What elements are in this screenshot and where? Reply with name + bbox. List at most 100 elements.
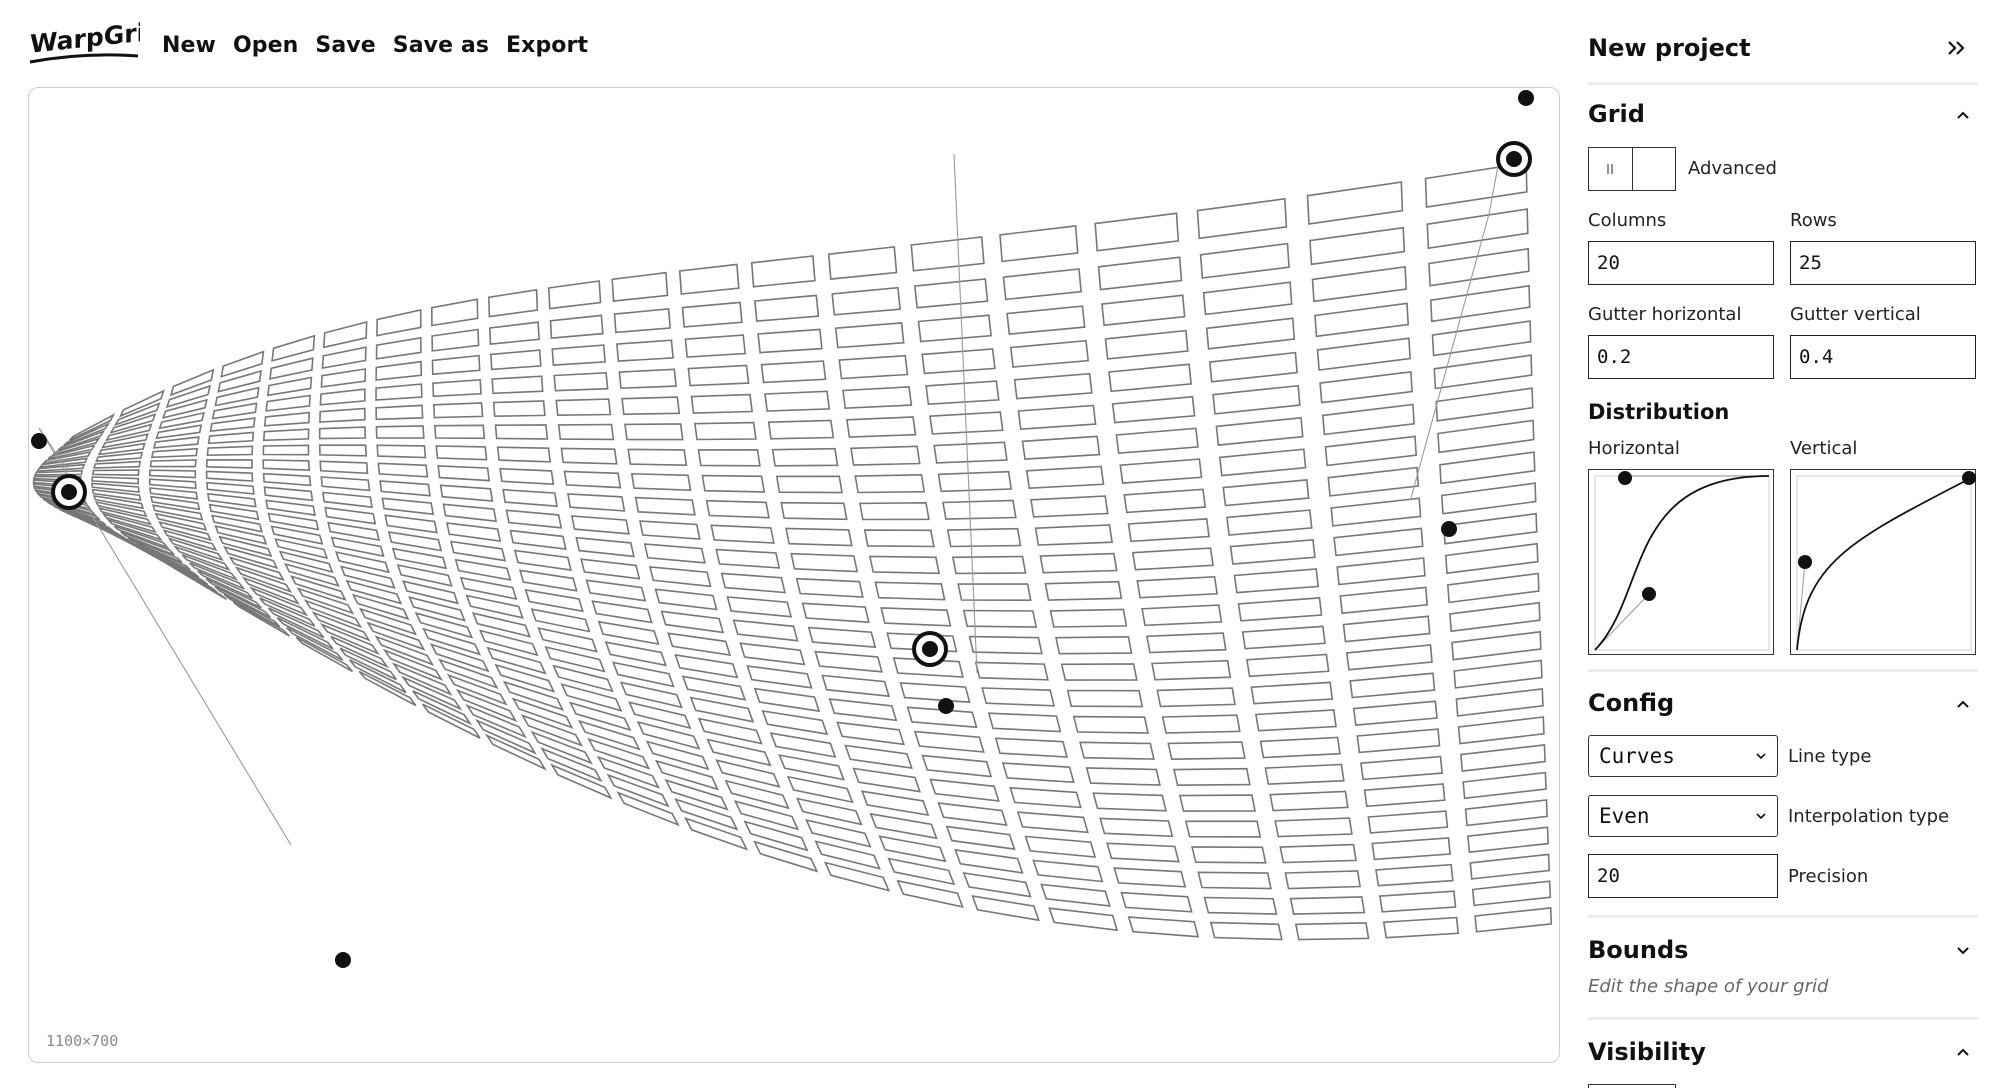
menu-new[interactable]: New [162,32,216,58]
grid-cell [624,423,684,441]
grid-cell [324,506,377,525]
gutter-horizontal-input[interactable] [1588,335,1774,379]
grid-cell [165,384,212,409]
grid-canvas[interactable]: 1100×700 [28,87,1560,1063]
grid-section-title: Grid [1588,100,1645,128]
grid-cell [375,425,425,439]
grid-cell [57,429,106,451]
menu-save[interactable]: Save [315,32,376,58]
control-point[interactable] [1441,521,1457,537]
gutter-vertical-input[interactable] [1790,335,1976,379]
horizontal-distribution-label: Horizontal [1588,438,1680,459]
grid-cell [551,344,606,366]
menu-open[interactable]: Open [232,32,299,58]
grid-cell [1474,907,1553,933]
grid-cell [1024,835,1097,858]
grid-cell [1085,767,1161,786]
grid-cell [391,547,448,570]
advanced-toggle[interactable] [1588,147,1676,191]
grid-cell [697,448,761,467]
grid-cell [962,872,1032,898]
menu-save-as[interactable]: Save as [392,32,490,58]
grid-cell [276,617,334,650]
control-point[interactable] [31,433,47,449]
grid-cell [575,536,635,558]
rows-input[interactable] [1790,241,1976,285]
grid-cell [910,236,985,272]
interpolation-type-select[interactable]: Even [1588,795,1778,837]
grid-cell [1196,197,1288,240]
grid-cell [1233,568,1320,594]
grid-cell [567,493,626,512]
grid-cell [158,411,205,430]
grid-cell [33,469,84,476]
grid-cell [518,569,578,592]
visibility-toggle[interactable] [1588,1084,1676,1088]
line-type-label: Line type [1788,746,1872,767]
grid-cell [537,627,598,653]
grid-cell [205,578,262,609]
grid-cell [1013,372,1093,400]
line-type-select[interactable]: Curves [1588,735,1778,777]
grid-cell [807,626,877,648]
grid-cell [1039,552,1118,574]
precision-input[interactable] [1588,854,1778,898]
grid-cell [1226,509,1313,536]
control-point[interactable] [1518,90,1534,106]
grid-cell [636,720,701,750]
control-point[interactable] [938,698,954,714]
grid-cell [945,825,1016,851]
grid-cell [1330,497,1422,527]
grid-cell [946,527,1022,548]
grid-cell [1079,741,1155,760]
grid-cell [838,354,909,380]
grid-cell [321,346,367,369]
chevron-up-icon[interactable] [1954,1043,1972,1061]
grid-cell [167,537,224,562]
line-type-value: Curves [1599,744,1675,768]
grid-cell [778,754,845,781]
grid-cell [1457,716,1545,745]
bounds-section-title: Bounds [1588,936,1689,964]
chevron-down-icon[interactable] [1954,941,1972,959]
grid-cell [320,368,367,388]
warp-grid-drawing[interactable] [29,88,1560,1063]
grid-cell [917,314,992,343]
grid-cell [158,521,212,542]
grid-cell [94,500,148,518]
curve-handle[interactable] [1962,471,1976,485]
grid-cell [1336,557,1426,586]
divider [1588,915,1978,918]
grid-cell [706,738,772,767]
chevron-up-icon[interactable] [1954,106,1972,124]
vertical-distribution-curve[interactable] [1790,469,1976,655]
curve-handle[interactable] [1798,555,1812,569]
grid-cell [152,554,209,586]
grid-cell [1072,715,1149,734]
grid-cell [143,548,200,579]
grid-cell [674,798,739,831]
grid-cell [767,419,835,440]
grid-cell [845,416,917,438]
curve-handle[interactable] [1618,471,1632,485]
grid-cell [1101,294,1186,327]
grid-cell [921,754,993,778]
grid-cell [1025,465,1105,490]
chevron-up-icon[interactable] [1954,695,1972,713]
horizontal-distribution-curve[interactable] [1588,469,1774,655]
grid-cell [434,424,486,440]
curve-handle[interactable] [1642,587,1656,601]
grid-cell [795,797,863,826]
grid-cell [1451,630,1542,661]
grid-cell [1453,659,1543,689]
collapse-sidebar-icon[interactable] [1942,34,1970,62]
grid-cell [209,417,256,433]
grid-cell [678,263,740,295]
grid-cell [1437,419,1535,454]
menu-export[interactable]: Export [506,32,589,58]
grid-cell [555,398,612,417]
control-point[interactable] [335,952,351,968]
grid-cell [937,470,1013,493]
grid-cell [814,650,883,673]
columns-input[interactable] [1588,241,1774,285]
